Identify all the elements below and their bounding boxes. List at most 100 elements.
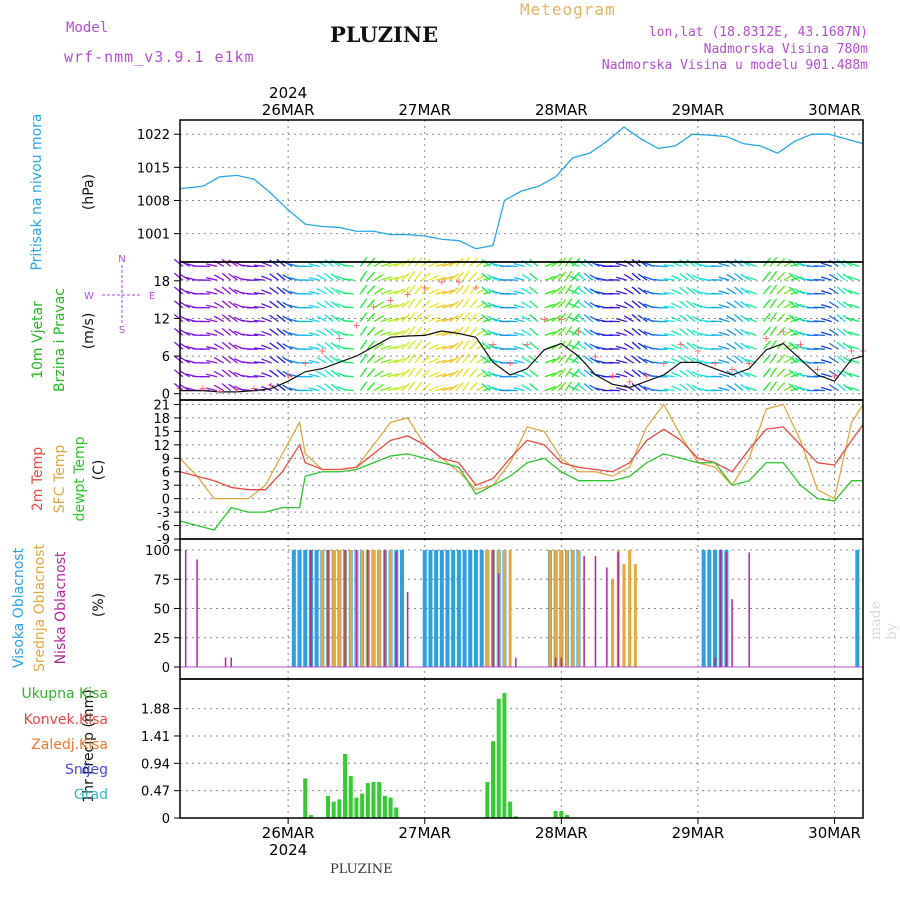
wind-arrow (213, 357, 225, 364)
wind-arrow (671, 344, 682, 350)
wind-arrow (373, 342, 384, 350)
mid-cloud-bar (611, 579, 615, 667)
wind-arrow (776, 285, 786, 295)
wind-arrow (173, 286, 184, 295)
wind-arrow (576, 300, 587, 309)
wind-arrow (718, 317, 730, 323)
temp-tick-label: 21 (153, 398, 170, 413)
wind-arrow (366, 271, 376, 281)
wind-arrow (387, 290, 399, 295)
wind-arrow (544, 386, 556, 392)
wind-arrow (455, 299, 464, 309)
wind-arrow (282, 356, 293, 364)
mid-cloud-bar (554, 550, 558, 667)
wind-arrow (848, 372, 860, 378)
top-day-label: 30MAR (808, 101, 861, 119)
wind-arrow (421, 341, 431, 350)
wind-arrow (623, 342, 634, 350)
precip-bar (496, 698, 501, 818)
wind-arrow (421, 355, 431, 364)
temp-tick-label: 3 (162, 479, 170, 494)
wind-arrow (788, 355, 798, 364)
gust-marker: + (625, 377, 633, 388)
wind-arrow (269, 342, 279, 350)
gust-marker: + (591, 352, 599, 363)
wind-arrow (564, 284, 573, 295)
wind-arrow (380, 262, 392, 268)
gust-marker: + (386, 296, 394, 307)
wind-arrow (173, 383, 184, 392)
wind-arrow (686, 300, 696, 309)
wind-arrow (253, 333, 265, 337)
wind-arrow (448, 287, 459, 295)
gust-marker: + (284, 371, 292, 382)
mid-cloud-bar (576, 550, 580, 667)
wind-arrow (663, 388, 675, 392)
high-cloud-bar (855, 550, 860, 667)
wind-arrow (324, 300, 334, 309)
wind-arrow (462, 339, 470, 350)
wind-arrow (442, 275, 453, 281)
wind-arrow (316, 356, 327, 364)
wind-arrow (769, 312, 778, 322)
wind-arrow (848, 345, 860, 350)
wind-arrow (373, 273, 384, 281)
low-cloud-bar (606, 567, 608, 667)
wind-arrow (571, 271, 581, 281)
wind-arrow (324, 355, 334, 364)
wind-arrow (407, 353, 416, 364)
low-cloud-bar (355, 550, 358, 667)
wind-arrow (387, 373, 399, 378)
high-cloud-bar (462, 550, 467, 667)
wind-arrow (330, 314, 341, 323)
wind-arrow (481, 258, 491, 267)
wind-compass: N S E W (84, 254, 155, 336)
top-day-label: 27MAR (398, 101, 451, 119)
wind-arrow (576, 314, 587, 323)
wind-arrow (529, 314, 539, 323)
wind-arrow (373, 301, 384, 309)
wind-arrow (776, 271, 786, 281)
wind-arrow (173, 258, 184, 267)
wind-arrow (637, 287, 648, 295)
wind-arrow (206, 318, 218, 323)
wind-arrow (228, 300, 238, 309)
wind-arrow (788, 341, 798, 350)
wind-arrow (762, 271, 771, 281)
wind-arrow (407, 284, 416, 295)
high-cloud-bar (468, 550, 473, 667)
wind-arrow (623, 370, 634, 378)
wind-arrow (776, 382, 786, 392)
wind-arrow (366, 381, 376, 392)
cloud-tick-label: 50 (153, 603, 170, 618)
precip-bar (348, 776, 353, 818)
wind-arrow (421, 286, 431, 295)
wind-arrow (671, 357, 682, 364)
wind-arrow (745, 262, 757, 268)
wind-arrow (380, 303, 392, 309)
bottom-day-label: 29MAR (672, 824, 725, 842)
wind-arrow (462, 326, 470, 336)
wind-arrow (324, 383, 334, 392)
wind-arrow (568, 302, 580, 309)
wind-arrow (373, 287, 384, 295)
wind-arrow (663, 346, 675, 350)
precip-tick-label: 0.94 (141, 757, 170, 772)
wind-arrow (221, 341, 232, 350)
high-cloud-bar (297, 550, 302, 667)
wind-arrow (487, 384, 498, 392)
wind-arrow (179, 274, 191, 281)
dewpoint-line (179, 453, 863, 531)
low-cloud-bar (515, 657, 517, 667)
wind-arrow (282, 287, 293, 295)
wind-arrow (691, 329, 703, 336)
wind-arrow (308, 290, 320, 295)
wind-arrow (469, 326, 478, 336)
wind-arrow (631, 258, 641, 267)
wind-arrow (421, 272, 431, 281)
wind-arrow (745, 317, 757, 323)
wind-arrow (836, 327, 846, 336)
wind-arrow (324, 327, 334, 336)
wind-arrow (455, 285, 464, 295)
wind-arrow (276, 383, 286, 392)
